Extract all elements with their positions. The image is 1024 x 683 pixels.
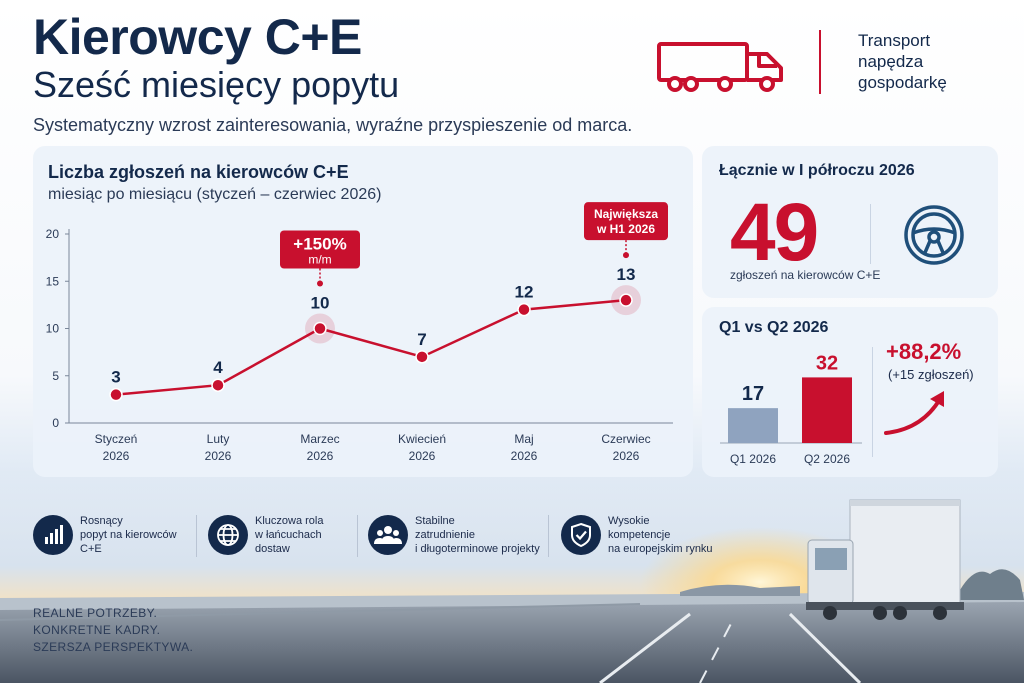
total-label: zgłoszeń na kierowców C+E <box>730 268 881 282</box>
data-point <box>619 293 633 307</box>
y-tick-label: 15 <box>46 274 60 288</box>
data-label: 3 <box>111 368 120 387</box>
closing-line: REALNE POTRZEBY. <box>33 606 158 620</box>
data-label: 4 <box>213 358 223 377</box>
trend-arrow-icon <box>884 391 944 435</box>
divider <box>196 515 197 557</box>
y-tick-label: 10 <box>46 322 60 336</box>
data-point <box>313 321 327 336</box>
feature-line: Kluczowa rola <box>255 515 324 527</box>
brand-line: gospodarkę <box>858 73 947 92</box>
feature-demand: Rosnący popyt na kierowców C+E <box>33 513 198 557</box>
quarter-value: 17 <box>742 383 764 405</box>
data-label: 7 <box>417 330 426 349</box>
background-road-scene <box>0 470 1024 683</box>
shield-check-icon <box>561 515 601 555</box>
x-tick-label: Luty <box>207 432 230 446</box>
quarter-bar <box>802 377 852 443</box>
tagline: Systematyczny wzrost zainteresowania, wy… <box>33 115 633 135</box>
chart-title: Liczba zgłoszeń na kierowców C+E <box>48 162 349 182</box>
divider <box>870 204 871 264</box>
annotation-box <box>584 202 668 241</box>
bar-chart-icon <box>33 515 73 555</box>
y-tick-label: 20 <box>46 227 60 241</box>
divider <box>872 347 873 457</box>
annotation-text: w H1 2026 <box>596 222 655 236</box>
brand-line: Transport <box>858 31 931 50</box>
quarter-heading: Q1 vs Q2 2026 <box>719 319 829 336</box>
feature-employment: Stabilne zatrudnienie i długoterminowe p… <box>368 513 543 557</box>
feature-line: zatrudnienie <box>415 529 475 541</box>
quarter-comparison-card: Q1 vs Q2 2026 17 Q1 2026 32 Q2 2026 +88,2% … <box>702 307 998 477</box>
closing-line: SZERSZA PERSPEKTYWA. <box>33 640 194 654</box>
steering-wheel-icon <box>904 205 964 265</box>
brand-line: napędza <box>858 52 924 71</box>
data-label: 13 <box>617 265 636 284</box>
annotation-text: Największa <box>594 207 658 221</box>
truck-icon <box>657 42 783 92</box>
feature-line: Rosnący <box>80 515 123 527</box>
closing-line: KONKRETNE KADRY. <box>33 623 161 637</box>
annotation-dot <box>623 252 629 259</box>
y-tick-label: 0 <box>52 416 59 430</box>
data-point <box>415 350 429 364</box>
x-tick-label: 2026 <box>511 449 538 463</box>
feature-line: popyt na kierowców <box>80 529 177 541</box>
annotation-text: +150% <box>293 235 346 254</box>
brand-slogan: Transport napędza gospodarkę <box>858 30 947 93</box>
data-label: 12 <box>515 283 534 302</box>
closing-statement: REALNE POTRZEBY. KONKRETNE KADRY. SZERSZ… <box>33 605 193 656</box>
y-tick-label: 5 <box>52 369 59 383</box>
data-label: 10 <box>311 294 330 313</box>
feature-line: C+E <box>80 543 102 555</box>
people-icon <box>368 515 408 555</box>
quarter-bar-chart: 17 Q1 2026 32 Q2 2026 <box>720 352 862 466</box>
page-title: Kierowcy C+E <box>33 9 362 65</box>
x-tick-label: 2026 <box>103 449 130 463</box>
quarter-bar <box>728 408 778 443</box>
x-tick-label: 2026 <box>409 449 436 463</box>
total-value: 49 <box>730 187 819 278</box>
total-heading: Łącznie w I półroczu 2026 <box>719 162 915 179</box>
page-subtitle: Sześć miesięcy popytu <box>33 64 400 105</box>
quarter-label: Q2 2026 <box>804 452 850 466</box>
globe-icon <box>208 515 248 555</box>
quarter-change-absolute: (+15 zgłoszeń) <box>888 367 974 382</box>
series-line <box>115 298 627 396</box>
x-tick-label: Marzec <box>300 432 339 446</box>
feature-line: i długoterminowe projekty <box>415 543 540 555</box>
x-tick-label: 2026 <box>613 449 640 463</box>
x-tick-label: 2026 <box>307 449 334 463</box>
feature-competence: Wysokie kompetencje na europejskim rynku <box>561 513 731 557</box>
feature-supply-chain: Kluczowa rola w łańcuchach dostaw <box>208 513 353 557</box>
feature-line: dostaw <box>255 543 290 555</box>
feature-line: w łańcuchach <box>255 529 322 541</box>
divider <box>357 515 358 557</box>
x-tick-label: Styczeń <box>95 432 138 446</box>
feature-line: na europejskim rynku <box>608 543 713 555</box>
line-chart: 0 5 10 15 20 Styczeń 2026 Luty 2026 Marzec 2026 Kwi… <box>46 202 673 463</box>
data-point <box>211 378 225 392</box>
quarter-change-percent: +88,2% <box>886 339 962 364</box>
data-point <box>109 387 123 402</box>
chart-subtitle: miesiąc po miesiącu (styczeń – czerwiec … <box>48 186 382 203</box>
truck-photo <box>806 499 964 620</box>
annotation-text: m/m <box>308 253 331 267</box>
feature-line: Stabilne <box>415 515 455 527</box>
chart-card: 0 5 10 15 20 Styczeń 2026 Luty 2026 Marzec 2026 Kwi… <box>33 146 693 477</box>
total-card: Łącznie w I półroczu 2026 49 zgłoszeń na… <box>702 146 998 298</box>
feature-line: Wysokie <box>608 515 650 527</box>
annotation-dot <box>317 280 323 287</box>
x-tick-label: 2026 <box>205 449 232 463</box>
quarter-label: Q1 2026 <box>730 452 776 466</box>
x-tick-label: Maj <box>514 432 533 446</box>
data-point <box>517 302 531 317</box>
x-tick-label: Kwiecień <box>398 432 446 446</box>
brand-divider <box>819 30 821 94</box>
quarter-value: 32 <box>816 352 838 374</box>
annotation-box <box>280 230 360 269</box>
x-tick-label: Czerwiec <box>601 432 650 446</box>
feature-line: kompetencje <box>608 529 671 541</box>
divider <box>548 515 549 557</box>
